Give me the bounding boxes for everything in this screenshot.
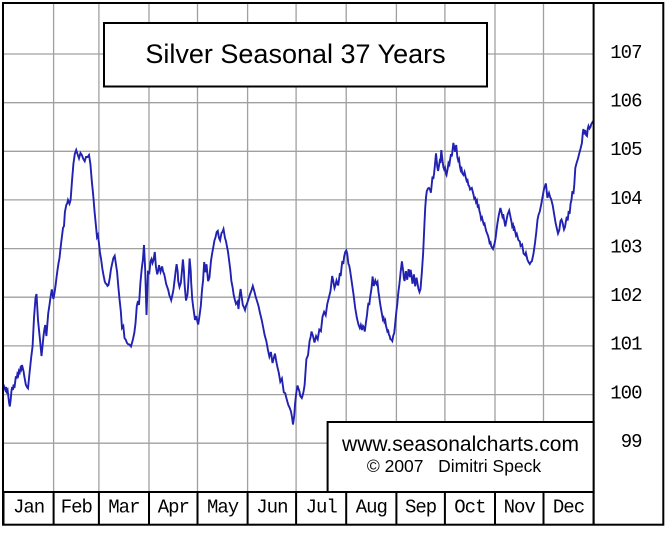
svg-text:Jul: Jul [306,497,338,519]
svg-text:www.seasonalcharts.com: www.seasonalcharts.com [341,433,579,456]
svg-text:Nov: Nov [504,497,536,519]
svg-text:Feb: Feb [61,497,93,519]
svg-text:© 2007 Dimitri Speck: © 2007 Dimitri Speck [367,456,542,476]
svg-text:Mar: Mar [108,497,139,519]
svg-text:Oct: Oct [454,497,485,519]
svg-text:Jan: Jan [13,497,44,519]
svg-text:Apr: Apr [158,497,189,519]
svg-text:Aug: Aug [356,497,387,519]
svg-text:100: 100 [610,382,642,404]
svg-text:Jun: Jun [256,497,287,519]
svg-text:May: May [207,497,239,519]
svg-text:102: 102 [610,285,642,307]
svg-text:Dec: Dec [553,497,585,519]
svg-text:101: 101 [610,334,642,356]
svg-text:103: 103 [610,236,642,258]
svg-text:Silver Seasonal 37 Years: Silver Seasonal 37 Years [145,39,445,69]
svg-text:104: 104 [610,188,642,210]
svg-text:107: 107 [610,42,641,64]
svg-text:Sep: Sep [405,497,437,519]
svg-text:106: 106 [610,91,642,113]
svg-text:99: 99 [621,431,642,453]
svg-text:105: 105 [610,139,642,161]
